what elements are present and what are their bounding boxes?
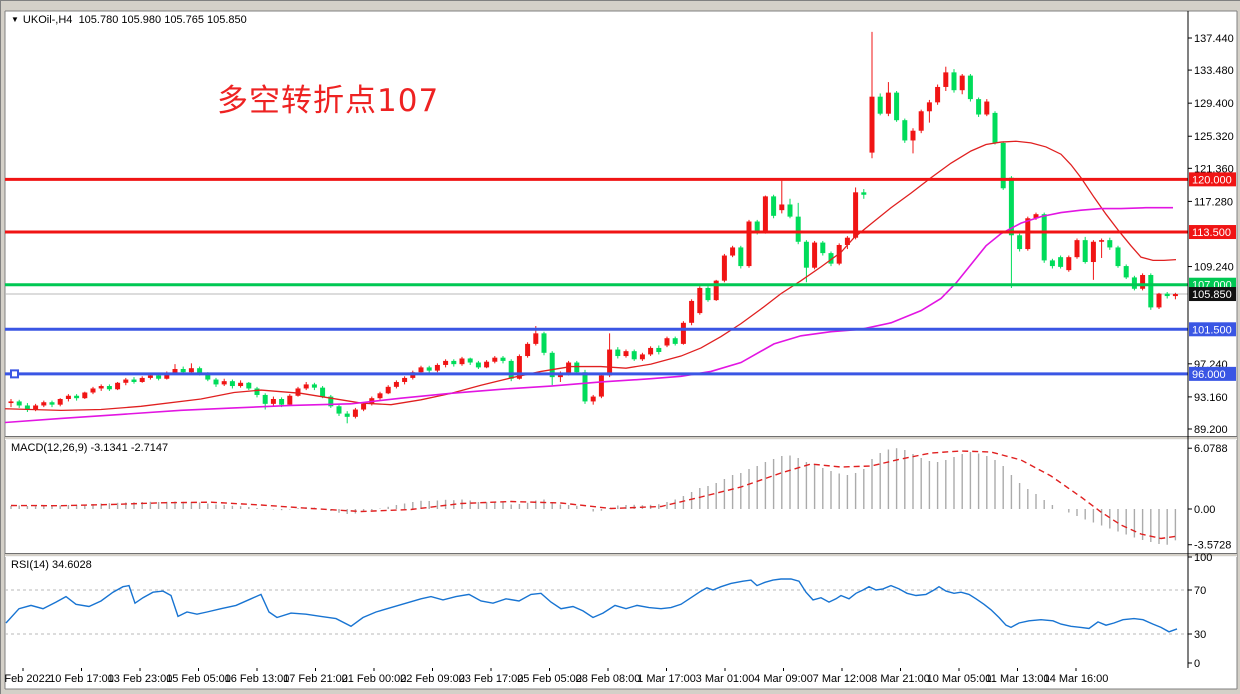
symbol-timeframe-label: UKOil-,H4 <box>22 14 73 26</box>
rsi-line <box>5 578 1178 633</box>
axis-label: 0 <box>1194 658 1200 670</box>
axis-label: 109.240 <box>1194 262 1234 274</box>
time-axis-label: 14 Mar 16:00 <box>1044 673 1109 685</box>
price-chip-101.500: 101.500 <box>1189 322 1236 337</box>
ma-slow-line <box>4 206 1173 424</box>
axis-label: 0.00 <box>1194 504 1215 516</box>
axis-label: 125.320 <box>1194 131 1234 143</box>
chart-title-bar: ▼ UKOil-,H4 105.780 105.980 105.765 105.8… <box>11 14 247 26</box>
macd-histogram <box>10 448 1177 545</box>
svg-text:113.500: 113.500 <box>1192 227 1231 239</box>
line-anchor-handle[interactable] <box>10 369 19 379</box>
symbol-dropdown-icon[interactable]: ▼ <box>11 15 19 24</box>
svg-text:120.000: 120.000 <box>1192 174 1232 186</box>
time-axis-label: 4 Mar 09:00 <box>754 673 813 685</box>
rsi-levels <box>5 589 1188 635</box>
axis-label: 6.0788 <box>1194 443 1228 455</box>
price-chip-105.850: 105.850 <box>1189 287 1236 302</box>
axis-label: 30 <box>1194 629 1206 641</box>
axis-label: 133.480 <box>1194 65 1234 77</box>
price-chip-96.000: 96.000 <box>1189 366 1236 381</box>
time-axis-label: 28 Feb 08:00 <box>576 673 641 685</box>
price-chip-120.000: 120.000 <box>1189 172 1236 187</box>
rsi-indicator-label: RSI(14) 34.6028 <box>11 559 92 571</box>
time-axis-label: 10 Feb 17:00 <box>49 673 114 685</box>
panel-splitter[interactable] <box>5 436 1237 440</box>
time-axis-label: 11 Mar 13:00 <box>985 673 1049 685</box>
axis-label: -3.5728 <box>1194 540 1231 552</box>
axis-label: 89.200 <box>1194 424 1228 436</box>
time-axis-label: 25 Feb 05:00 <box>517 673 582 685</box>
axis-label: 93.160 <box>1194 392 1228 404</box>
macd-signal-line <box>10 450 1178 540</box>
time-axis-label: 22 Feb 09:00 <box>400 673 465 685</box>
panel-splitter[interactable] <box>5 553 1237 557</box>
axis-label: 137.440 <box>1194 33 1234 45</box>
chart-text-annotation: 多空转折点107 <box>217 83 440 119</box>
svg-text:105.850: 105.850 <box>1192 289 1232 301</box>
time-axis-label: 15 Feb 05:00 <box>166 673 231 685</box>
time-axis-label: 3 Mar 01:00 <box>696 673 755 685</box>
time-axis-label: 1 Mar 17:00 <box>637 673 696 685</box>
ma-fast-line <box>4 140 1177 411</box>
time-axis-label: 16 Feb 13:00 <box>225 673 290 685</box>
axis-label: 129.400 <box>1194 98 1234 110</box>
price-chip-113.500: 113.500 <box>1189 225 1236 240</box>
time-axis-label: 10 Mar 05:00 <box>927 673 992 685</box>
svg-text:96.000: 96.000 <box>1192 369 1226 381</box>
macd-indicator-label: MACD(12,26,9) -3.1341 -2.7147 <box>11 442 169 454</box>
axis-label: 70 <box>1194 585 1206 597</box>
axis-label: 121.360 <box>1194 163 1234 175</box>
axis-label: 117.280 <box>1194 196 1233 208</box>
time-axis-label: 7 Mar 12:00 <box>813 673 872 685</box>
ohlc-values: 105.780 105.980 105.765 105.850 <box>78 14 247 26</box>
time-axis-label: 9 Feb 2022 <box>1 673 51 685</box>
time-axis-label: 17 Feb 21:00 <box>283 673 348 685</box>
price-axis[interactable]: 137.440 133.480 129.400 125.320 121.360 117.2… <box>1187 11 1234 670</box>
time-axis-label: 21 Feb 00:00 <box>342 673 407 685</box>
time-axis-label: 8 Mar 21:00 <box>871 673 930 685</box>
axis-label: 100 <box>1194 552 1212 564</box>
svg-text:101.500: 101.500 <box>1192 324 1232 336</box>
time-axis-label: 13 Feb 23:00 <box>108 673 173 685</box>
time-axis-label: 23 Feb 17:00 <box>459 673 524 685</box>
level-lines[interactable] <box>5 177 1188 379</box>
